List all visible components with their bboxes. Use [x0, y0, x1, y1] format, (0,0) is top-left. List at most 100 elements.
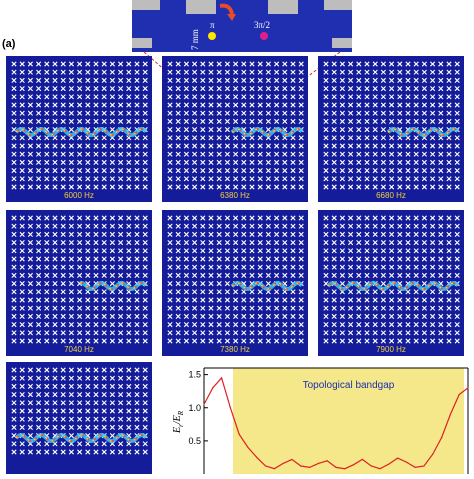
lattice-cross [241, 159, 247, 165]
lattice-cross [290, 159, 296, 165]
lattice-cross [134, 86, 140, 92]
lattice-cross [109, 338, 115, 344]
inset-notch [186, 0, 216, 14]
lattice-cross [364, 231, 370, 237]
lattice-cross [421, 69, 427, 75]
lattice-cross [200, 223, 206, 229]
lattice-cross [290, 110, 296, 116]
lattice-cross [36, 86, 42, 92]
lattice-cross [11, 159, 17, 165]
lattice-cross [27, 69, 33, 75]
lattice-cross [274, 256, 280, 262]
lattice-cross [323, 102, 329, 108]
lattice-cross [167, 135, 173, 141]
lattice-cross [93, 338, 99, 344]
lattice-cross [101, 305, 107, 311]
lattice-cross [183, 289, 189, 295]
lattice-cross [60, 408, 66, 414]
lattice-cross [77, 256, 83, 262]
lattice-cross [372, 313, 378, 319]
lattice-cross [389, 176, 395, 182]
lattice-cross [224, 135, 230, 141]
lattice-cross [101, 94, 107, 100]
lattice-cross [241, 168, 247, 174]
lattice-cross [60, 281, 66, 287]
lattice-cross [44, 264, 50, 270]
lattice-cross [454, 151, 460, 157]
lattice-cross [118, 441, 124, 447]
lattice-cross [454, 272, 460, 278]
lattice-cross [109, 248, 115, 254]
lattice-cross [208, 102, 214, 108]
lattice-cross [389, 77, 395, 83]
lattice-cross [101, 313, 107, 319]
lattice-cross [364, 322, 370, 328]
lattice-cross [216, 248, 222, 254]
lattice-cross [380, 231, 386, 237]
lattice-cross [85, 176, 91, 182]
lattice-cross [126, 297, 132, 303]
lattice-cross [68, 168, 74, 174]
lattice-cross [454, 338, 460, 344]
lattice-cross [454, 86, 460, 92]
lattice-cross [44, 281, 50, 287]
lattice-cross [241, 184, 247, 190]
lattice-cross [126, 159, 132, 165]
lattice-cross [331, 61, 337, 67]
lattice-cross [208, 305, 214, 311]
lattice-cross [93, 305, 99, 311]
lattice-cross [241, 256, 247, 262]
lattice-cross [36, 94, 42, 100]
lattice-cross [356, 135, 362, 141]
lattice-cross [85, 322, 91, 328]
lattice-cross [257, 110, 263, 116]
lattice-cross [27, 61, 33, 67]
data-point [370, 465, 372, 467]
field-wave [79, 280, 148, 291]
lattice-cross [323, 248, 329, 254]
lattice-cross [126, 392, 132, 398]
lattice-cross [68, 143, 74, 149]
lattice-cross [142, 305, 148, 311]
data-point [458, 393, 460, 396]
data-point [467, 387, 469, 389]
lattice-cross [109, 159, 115, 165]
lattice-cross [68, 338, 74, 344]
lattice-cross [397, 77, 403, 83]
panel-label: (a) [2, 38, 16, 50]
lattice-cross [142, 86, 148, 92]
lattice-cross [438, 94, 444, 100]
lattice-cross [109, 151, 115, 157]
lattice-cross [27, 433, 33, 439]
lattice-cross [298, 151, 304, 157]
lattice-cross [175, 272, 181, 278]
lattice-cross [405, 69, 411, 75]
lattice-cross [142, 256, 148, 262]
lattice-cross [233, 143, 239, 149]
lattice-cross [85, 264, 91, 270]
lattice-cross [134, 305, 140, 311]
lattice-cross [216, 176, 222, 182]
lattice-cross [142, 424, 148, 430]
lattice-cross [356, 77, 362, 83]
lattice-cross [405, 289, 411, 295]
lattice-cross [44, 330, 50, 336]
lattice-cross [372, 94, 378, 100]
lattice-cross [430, 305, 436, 311]
lattice-cross [85, 215, 91, 221]
lattice-cross [175, 313, 181, 319]
lattice-cross [405, 240, 411, 246]
lattice-cross [11, 264, 17, 270]
lattice-cross [134, 322, 140, 328]
lattice-cross [323, 215, 329, 221]
lattice-cross [19, 289, 25, 295]
data-point [212, 387, 214, 389]
lattice-cross [454, 256, 460, 262]
field-wave [230, 126, 304, 137]
lattice-cross [290, 168, 296, 174]
lattice-cross [85, 305, 91, 311]
lattice-cross [216, 215, 222, 221]
lattice-cross [249, 289, 255, 295]
lattice-cross [413, 240, 419, 246]
lattice-cross [216, 281, 222, 287]
